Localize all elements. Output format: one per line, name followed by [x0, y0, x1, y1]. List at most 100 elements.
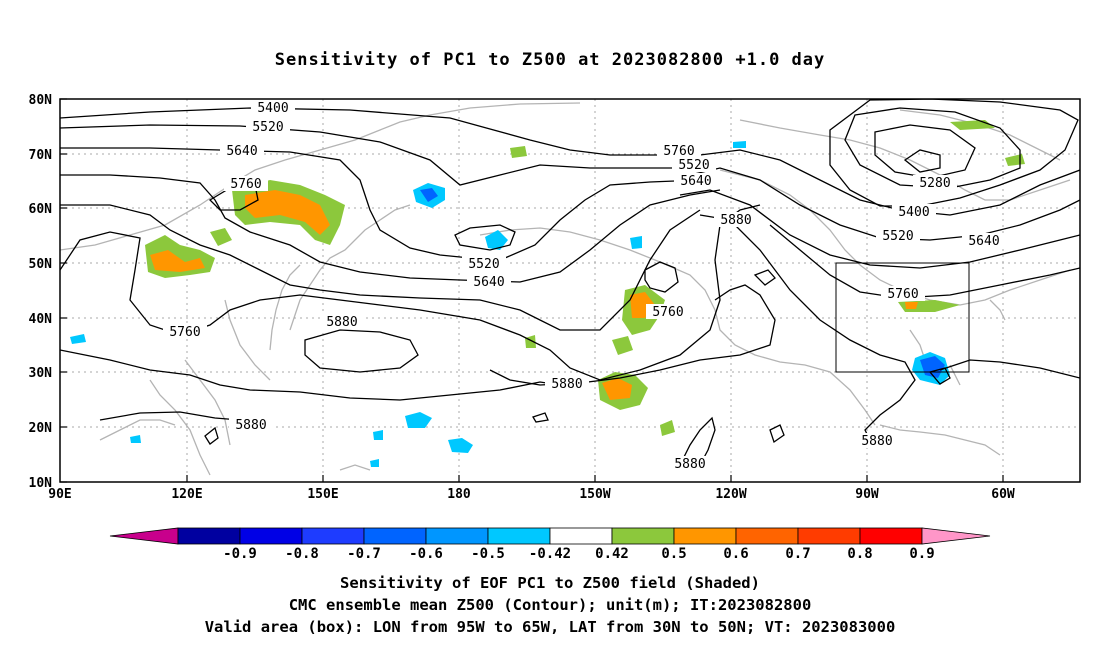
colorbar-min-arrow [109, 527, 179, 545]
contour-label: 5640 [473, 275, 504, 290]
contour-label: 5400 [257, 101, 288, 116]
colorbar-swatch [487, 527, 551, 545]
contour-labels: 5400 5520 5640 5760 5520 5640 5760 5880 … [163, 100, 1006, 472]
positive-patch [150, 250, 205, 272]
caption-block: Sensitivity of EOF PC1 to Z500 field (Sh… [0, 572, 1100, 638]
positive-patch [510, 146, 527, 158]
positive-patch [602, 378, 632, 400]
map-title: Sensitivity of PC1 to Z500 at 2023082800… [274, 50, 826, 70]
colorbar-max-arrow [921, 527, 991, 545]
contour-label: 5880 [674, 457, 705, 472]
map-frame [59, 98, 1081, 483]
negative-patch [733, 141, 746, 148]
negative-patch [630, 236, 642, 249]
contour-label: 5760 [663, 144, 694, 159]
lat-label: 10N [29, 476, 53, 491]
colorbar-label: -0.6 [409, 546, 443, 562]
contour-label: 5880 [235, 418, 266, 433]
contour-label: 5760 [169, 325, 200, 340]
positive-patch [950, 120, 995, 130]
negative-patch [405, 412, 432, 428]
caption-line-3: Valid area (box): LON from 95W to 65W, L… [204, 618, 896, 636]
colorbar-swatch [859, 527, 923, 545]
contour-label: 5520 [678, 158, 709, 173]
contour-label: 5280 [919, 176, 950, 191]
lat-label: 70N [29, 148, 53, 163]
colorbar-swatch [549, 527, 613, 545]
coastlines [60, 102, 1071, 476]
lon-label: 180 [447, 487, 471, 502]
contour-label: 5520 [882, 229, 913, 244]
positive-patch [905, 302, 918, 309]
lon-label: 90E [48, 487, 71, 502]
negative-patch [420, 188, 438, 202]
contour-label: 5760 [230, 177, 261, 192]
negative-patch [373, 430, 383, 440]
lat-label: 60N [29, 202, 53, 217]
colorbar-swatch [363, 527, 427, 545]
colorbar-label: -0.7 [347, 546, 381, 562]
positive-patch [1005, 154, 1025, 166]
colorbar-label: 0.42 [595, 546, 629, 562]
contour-label: 5880 [551, 377, 582, 392]
colorbar-label: -0.42 [529, 546, 571, 562]
colorbar-label: 0.5 [661, 546, 686, 562]
colorbar-label: -0.5 [471, 546, 505, 562]
longitude-labels: 90E 120E 150E 180 150W 120W 90W 60W [48, 487, 1015, 502]
contour-label: 5640 [968, 234, 999, 249]
lat-label: 50N [29, 257, 53, 272]
latitude-labels: 80N 70N 60N 50N 40N 30N 20N 10N [29, 93, 53, 491]
lon-label: 120E [171, 487, 202, 502]
contour-label: 5880 [326, 315, 357, 330]
positive-patch [660, 420, 675, 436]
negative-patch [448, 438, 473, 453]
caption-line-1: Sensitivity of EOF PC1 to Z500 field (Sh… [340, 574, 760, 592]
lon-label: 60W [991, 487, 1015, 502]
contour-label: 5640 [226, 144, 257, 159]
lon-label: 150W [579, 487, 610, 502]
colorbar-swatch [301, 527, 365, 545]
negative-patch [70, 334, 86, 344]
lat-label: 20N [29, 421, 53, 436]
contour-label: 5760 [652, 305, 683, 320]
lat-label: 80N [29, 93, 53, 108]
negative-patch [485, 230, 508, 250]
lat-label: 30N [29, 366, 53, 381]
colorbar-swatch [611, 527, 675, 545]
contour-label: 5760 [887, 287, 918, 302]
valid-area-box [835, 262, 970, 373]
positive-patch [245, 190, 330, 235]
lon-label: 90W [855, 487, 879, 502]
positive-patch [210, 228, 232, 246]
colorbar-label: 0.6 [723, 546, 748, 562]
colorbar-label: -0.8 [285, 546, 319, 562]
lon-label: 120W [715, 487, 746, 502]
contour-label: 5880 [720, 213, 751, 228]
colorbar-swatch [673, 527, 737, 545]
colorbar-swatch [177, 527, 241, 545]
contour-label: 5520 [468, 257, 499, 272]
colorbar-swatch [797, 527, 861, 545]
contour-label: 5400 [898, 205, 929, 220]
caption-line-2: CMC ensemble mean Z500 (Contour); unit(m… [288, 596, 812, 614]
colorbar-labels: -0.9 -0.8 -0.7 -0.6 -0.5 -0.42 0.42 0.5 0.6 0.7 0.… [223, 546, 935, 562]
lat-label: 40N [29, 312, 53, 327]
colorbar-label: 0.8 [847, 546, 872, 562]
contour-label: 5880 [861, 434, 892, 449]
colorbar-swatch [425, 527, 489, 545]
colorbar-label: -0.9 [223, 546, 257, 562]
negative-patch [130, 435, 141, 443]
contour-label: 5640 [680, 174, 711, 189]
colorbar-swatch [239, 527, 303, 545]
contour-label: 5520 [252, 120, 283, 135]
axis-ticks [60, 98, 1004, 483]
lon-label: 150E [307, 487, 338, 502]
colorbar-swatch [735, 527, 799, 545]
positive-patch [612, 336, 633, 355]
sensitivity-shading [70, 120, 1025, 467]
colorbar-label: 0.9 [909, 546, 934, 562]
graticule [60, 99, 1080, 482]
colorbar-label: 0.7 [785, 546, 810, 562]
negative-patch [370, 459, 379, 467]
